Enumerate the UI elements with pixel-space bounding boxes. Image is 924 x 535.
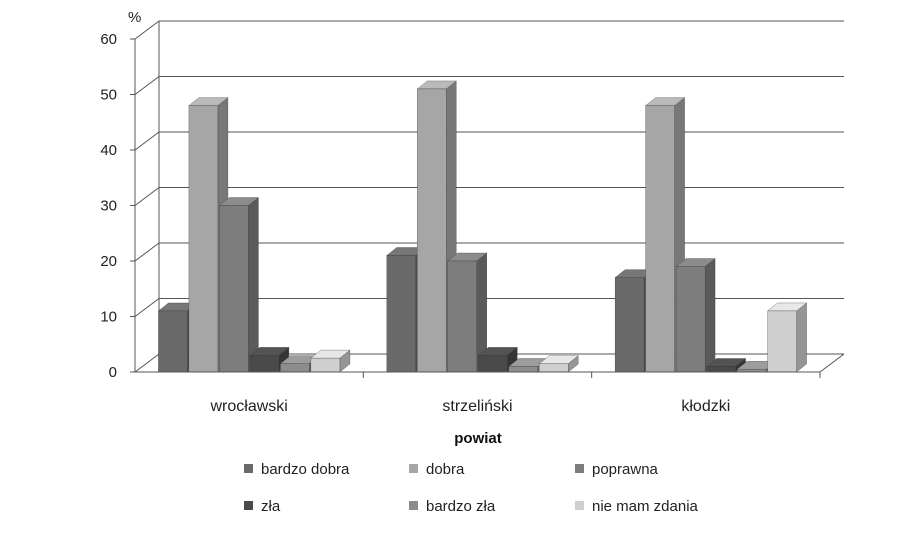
bar xyxy=(767,302,808,373)
bar xyxy=(447,252,488,373)
legend: bardzo dobra dobra poprawna zła bardzo zła ni… xyxy=(244,461,699,515)
side-wall-gridline xyxy=(134,242,160,262)
side-wall-gridline xyxy=(134,131,160,151)
bar xyxy=(675,258,716,373)
side-wall-gridline xyxy=(134,187,160,206)
legend-swatch xyxy=(244,464,253,473)
x-category-label: strzeliński xyxy=(442,398,512,415)
legend-swatch xyxy=(409,501,418,510)
bars xyxy=(157,80,808,373)
legend-label: bardzo zła xyxy=(426,498,496,515)
legend-label: zła xyxy=(261,498,281,515)
legend-item: poprawna xyxy=(575,461,659,478)
y-tick-label: 30 xyxy=(100,198,117,215)
y-axis-unit: % xyxy=(128,9,141,26)
legend-item: bardzo dobra xyxy=(244,461,350,478)
y-tick-label: 40 xyxy=(100,142,117,159)
legend-swatch xyxy=(409,464,418,473)
legend-item: bardzo zła xyxy=(409,498,496,515)
legend-label: dobra xyxy=(426,461,465,478)
legend-swatch xyxy=(575,464,584,473)
y-tick-label: 0 xyxy=(109,364,117,381)
legend-item: nie mam zdania xyxy=(575,498,699,515)
floor-right-edge xyxy=(819,353,845,373)
x-category-label: wrocławski xyxy=(209,398,287,415)
legend-swatch xyxy=(575,501,584,510)
legend-item: dobra xyxy=(409,461,465,478)
x-axis: powiat wrocławski strzeliński kłodzki xyxy=(135,371,821,447)
x-category-label: kłodzki xyxy=(681,398,730,415)
y-tick-label: 10 xyxy=(100,309,117,326)
y-tick-label: 20 xyxy=(100,253,117,270)
x-axis-title: powiat xyxy=(454,430,502,447)
side-wall-gridline xyxy=(134,20,160,40)
legend-item: zła xyxy=(244,498,281,515)
bar xyxy=(538,355,579,373)
y-axis: % 0 10 20 30 40 50 60 xyxy=(100,9,141,381)
y-tick-label: 60 xyxy=(100,31,117,48)
legend-swatch xyxy=(244,501,253,510)
y-tick-label: 50 xyxy=(100,87,117,104)
bar xyxy=(218,197,259,373)
side-wall-gridline xyxy=(134,76,160,95)
side-wall-gridline xyxy=(134,298,160,317)
bar xyxy=(310,349,351,373)
legend-label: bardzo dobra xyxy=(261,461,350,478)
legend-label: nie mam zdania xyxy=(592,498,699,515)
legend-label: poprawna xyxy=(592,461,659,478)
bar xyxy=(477,347,518,373)
side-wall-gridline xyxy=(134,353,160,373)
